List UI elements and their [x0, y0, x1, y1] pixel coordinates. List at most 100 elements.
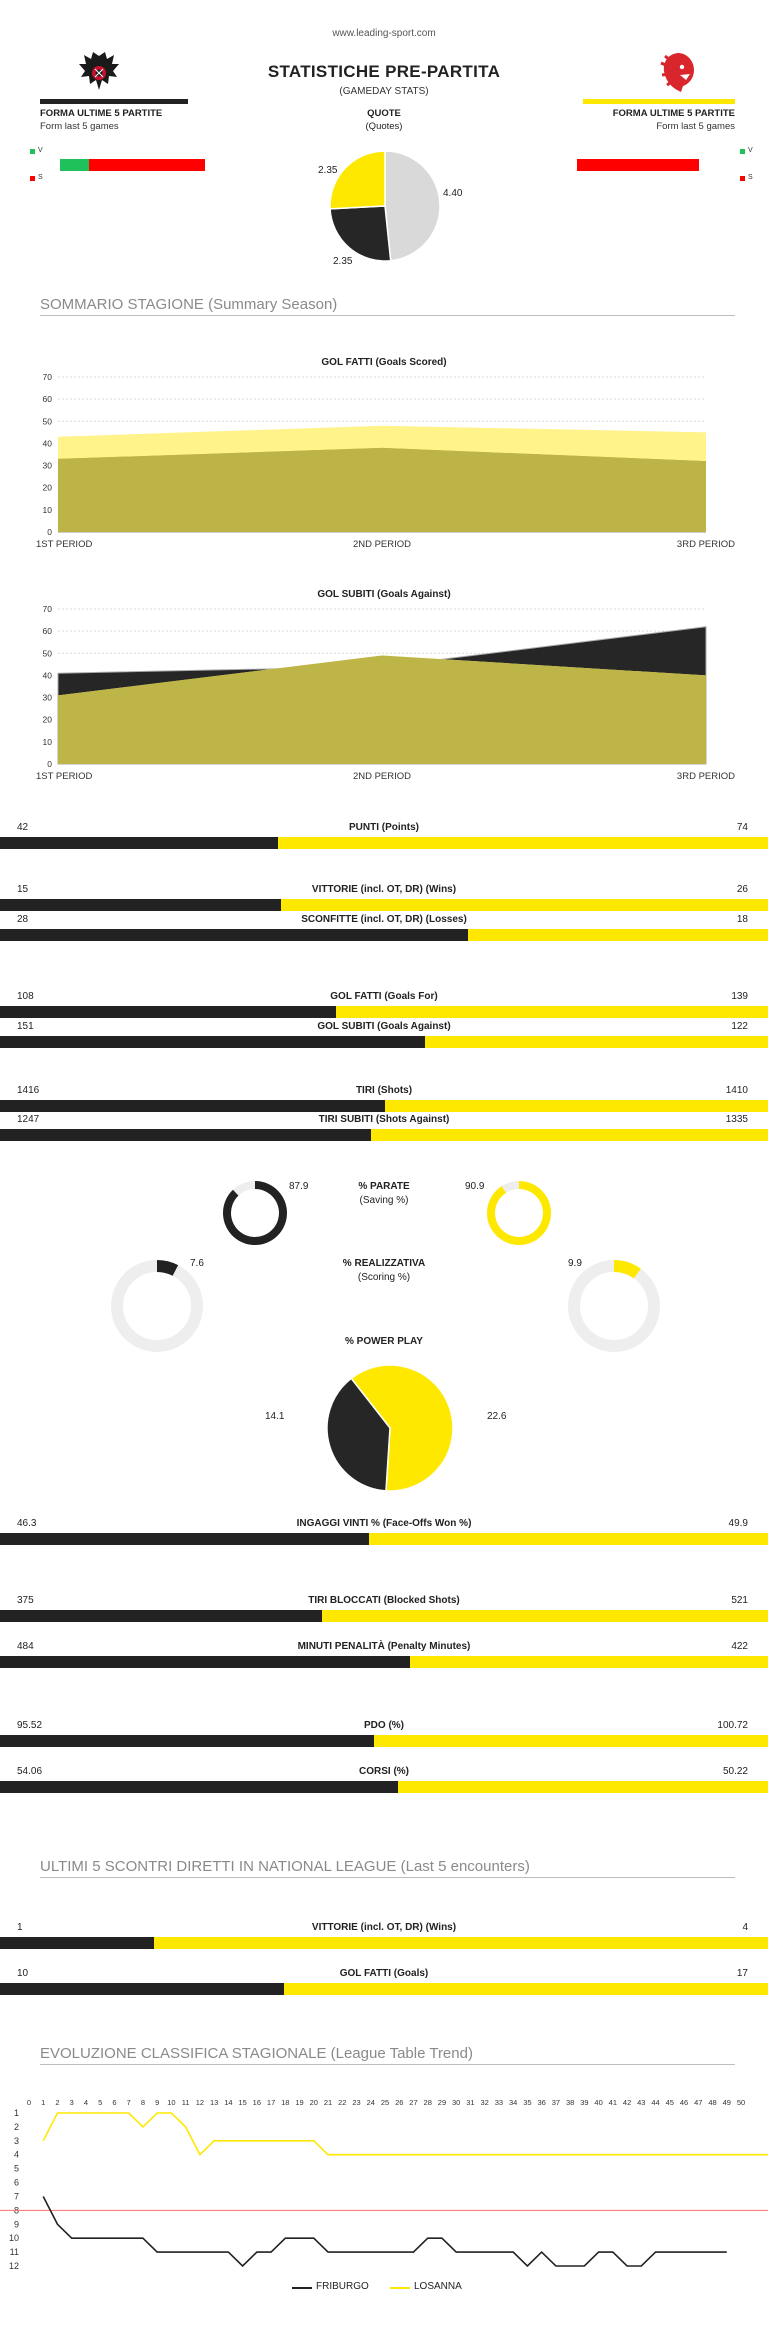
x-tick-label: 44	[651, 2098, 659, 2107]
summary-section-title: SOMMARIO STAGIONE (Summary Season)	[40, 296, 735, 316]
quote-home-label: 2.35	[318, 165, 338, 176]
y-tick-label: 0	[47, 759, 52, 769]
stat-label: SCONFITTE (incl. OT, DR) (Losses)	[301, 914, 467, 925]
quote-away-label: 2.35	[333, 256, 353, 267]
x-tick-label: 49	[723, 2098, 731, 2107]
away-powerplay-slice	[350, 1364, 454, 1492]
away-value: 1335	[725, 1114, 748, 1125]
league-table-trend-chart: 0 1 2 3 4 5 6 7 8 9 10 11 12 13 14 15 16 17 18 19 20 21 22 23 24…	[0, 2098, 768, 2271]
home-saving-value: 87.9	[289, 1181, 309, 1192]
goals-scored-chart-title: GOL FATTI (Goals Scored)	[321, 357, 447, 368]
home-scoring-donut	[111, 1260, 203, 1352]
x-tick-label: 21	[324, 2098, 332, 2107]
site-url: www.leading-sport.com	[332, 28, 436, 39]
goals-against-area-chart: 0 10 20 30 40 50 60 70 1ST PERIOD 2ND PERIOD 3RD P…	[36, 604, 735, 782]
comparison-row: 375 TIRI BLOCCATI (Blocked Shots) 521	[0, 1595, 768, 1625]
x-tick-label: 13	[210, 2098, 218, 2107]
home-value: 46.3	[17, 1518, 37, 1529]
away-value: 422	[731, 1641, 748, 1652]
y-tick-label: 60	[43, 394, 53, 404]
x-tick-label: 26	[395, 2098, 403, 2107]
stat-bar	[0, 1100, 768, 1112]
y-tick-label: 5	[14, 2164, 19, 2174]
comparison-row: 28 SCONFITTE (incl. OT, DR) (Losses) 18	[0, 914, 768, 944]
home-value: 1	[17, 1922, 23, 1933]
away-scoring-value: 9.9	[568, 1258, 582, 1269]
x-tick-label: 6	[112, 2098, 116, 2107]
home-win-legend-label: V	[38, 147, 43, 154]
x-tick-label: 3	[70, 2098, 74, 2107]
home-share-fill	[0, 1610, 322, 1622]
x-tick-label: 28	[424, 2098, 432, 2107]
stat-bar	[0, 837, 768, 849]
home-value: 15	[17, 884, 29, 895]
home-share-fill	[0, 1735, 375, 1747]
home-form-bar	[60, 159, 205, 171]
away-win-legend-label: V	[748, 147, 753, 154]
y-tick-label: 20	[43, 483, 53, 493]
stat-bar	[0, 899, 768, 911]
home-value: 484	[17, 1641, 34, 1652]
comparison-row: 54.06 CORSI (%) 50.22	[0, 1766, 768, 1796]
stat-label: TIRI SUBITI (Shots Against)	[318, 1114, 450, 1125]
x-tick-label: 27	[409, 2098, 417, 2107]
away-value: 26	[736, 884, 748, 895]
x-tick-label: 38	[566, 2098, 574, 2107]
home-share-fill	[0, 837, 279, 849]
saving-title: % PARATE	[358, 1181, 410, 1192]
home-scoring-value: 7.6	[190, 1258, 204, 1269]
y-tick-label: 70	[43, 604, 53, 614]
home-share-fill	[0, 1100, 385, 1112]
away-value: 100.72	[717, 1720, 748, 1731]
y-tick-label: 10	[9, 2233, 19, 2243]
y-tick-label: 40	[43, 670, 53, 680]
x-tick-label: 37	[552, 2098, 560, 2107]
x-tick-label: 10	[167, 2098, 175, 2107]
quote-away-slice	[329, 205, 392, 262]
x-tick-label: 0	[27, 2098, 31, 2107]
x-tick-label: 15	[238, 2098, 246, 2107]
stat-label: PUNTI (Points)	[349, 822, 419, 833]
stat-label: GOL FATTI (Goals)	[339, 1968, 429, 1979]
x-tick-label: 47	[694, 2098, 702, 2107]
x-tick-label: 7	[127, 2098, 131, 2107]
x-tick-label: 35	[523, 2098, 531, 2107]
quotes-title: QUOTE	[367, 108, 401, 119]
home-scoring-arc	[156, 1260, 179, 1276]
stat-bar	[0, 1983, 768, 1995]
losanna-legend-line	[390, 2287, 410, 2289]
home-share-fill	[0, 1129, 371, 1141]
y-tick-label: 7	[14, 2191, 19, 2201]
y-tick-label: 70	[43, 372, 53, 382]
y-tick-label: 60	[43, 626, 53, 636]
x-tick-label: 5	[98, 2098, 102, 2107]
x-tick-label: 31	[466, 2098, 474, 2107]
area-overlap-region	[58, 655, 706, 764]
y-tick-label: 11	[10, 2247, 19, 2257]
away-value: 122	[731, 1021, 748, 1032]
away-win-legend-swatch	[740, 149, 745, 154]
home-form-wins-segment	[60, 159, 89, 171]
stat-label: MINUTI PENALITÀ (Penalty Minutes)	[297, 1641, 471, 1652]
home-share-fill	[0, 1533, 370, 1545]
powerplay-pie-chart	[326, 1364, 454, 1492]
x-tick-label: 45	[666, 2098, 674, 2107]
home-share-fill	[0, 1036, 425, 1048]
scoring-title: % REALIZZATIVA	[342, 1258, 426, 1269]
y-tick-label: 50	[43, 648, 53, 658]
x-tick-label: 11	[182, 2098, 190, 2107]
home-share-fill	[0, 1937, 154, 1949]
y-tick-label: 9	[14, 2219, 19, 2229]
area-series-friburgo-front	[58, 447, 706, 532]
home-share-fill	[0, 1006, 336, 1018]
x-tick-label: 18	[281, 2098, 289, 2107]
stat-bar	[0, 929, 768, 941]
comparison-row: 46.3 INGAGGI VINTI % (Face-Offs Won %) 4…	[0, 1518, 768, 1548]
away-team-color-bar	[583, 99, 735, 104]
away-form-subtitle: Form last 5 games	[656, 121, 735, 132]
home-saving-donut	[223, 1181, 287, 1245]
stat-bar	[0, 1036, 768, 1048]
away-loss-legend-swatch	[740, 176, 745, 181]
h2h-row: 10 GOL FATTI (Goals) 17	[0, 1968, 768, 1998]
stat-label: TIRI BLOCCATI (Blocked Shots)	[308, 1595, 460, 1606]
